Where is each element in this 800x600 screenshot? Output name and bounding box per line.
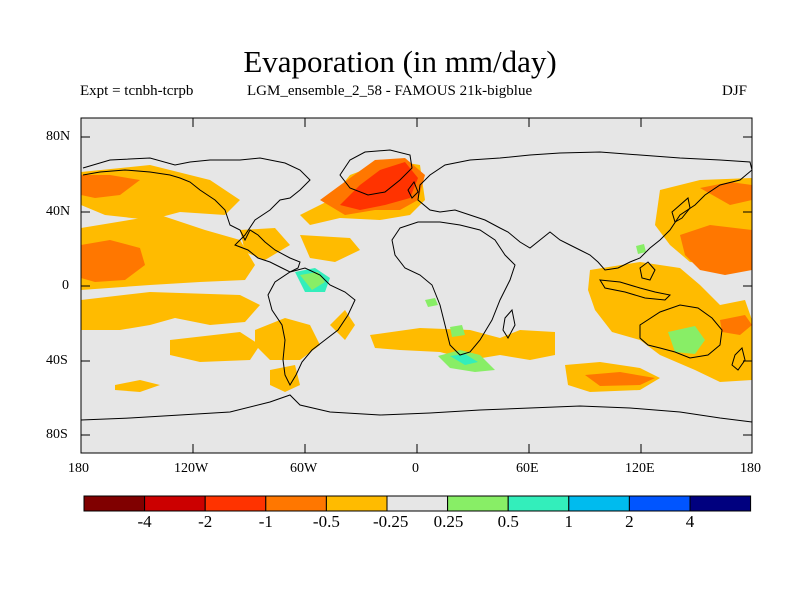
map-title: Evaporation (in mm/day): [243, 44, 557, 79]
lon-label-0: 0: [412, 461, 419, 476]
colorbar-label: -2: [198, 512, 213, 531]
coastlines: [80, 149, 753, 423]
colorbar-box: [568, 495, 630, 512]
lat-label-0: 0: [62, 278, 69, 293]
lon-ticks: [192, 118, 642, 453]
colorbar-box: [144, 495, 206, 512]
lat-label-80n: 80N: [46, 129, 71, 144]
colorbar-box: [507, 495, 570, 512]
lon-label-120w: 120W: [174, 461, 209, 476]
colorbar-box: [204, 495, 267, 512]
colorbar-label: 0.25: [433, 512, 464, 531]
colorbar-box: [447, 495, 509, 512]
lat-label-80s: 80S: [46, 427, 68, 442]
colorbar-label: 2: [625, 512, 634, 531]
colorbar-label: -0.25: [373, 512, 409, 531]
lon-label-180e: 180: [740, 461, 761, 476]
lon-label-120e: 120E: [625, 461, 655, 476]
colorbar-label: 4: [685, 512, 695, 531]
anomaly-regions-positive: [295, 244, 705, 372]
colorbar-box: [265, 495, 327, 512]
colorbar-box: [83, 495, 146, 512]
colorbar-label: -0.5: [312, 512, 340, 531]
colorbar-box: [689, 495, 752, 512]
colorbar-box: [628, 495, 691, 512]
colorbar-label: 0.5: [497, 512, 519, 531]
lat-ticks: [81, 136, 752, 436]
lon-label-60w: 60W: [290, 461, 318, 476]
colorbar-label: -4: [137, 512, 152, 531]
lon-label-180w: 180: [68, 461, 89, 476]
lon-label-60e: 60E: [516, 461, 539, 476]
lat-label-40n: 40N: [46, 204, 71, 219]
colorbar-label: 1: [564, 512, 574, 531]
colorbar-box: [386, 495, 449, 512]
subtitle-label: LGM_ensemble_2_58 - FAMOUS 21k-bigblue: [247, 83, 533, 99]
colorbar-label: -1: [258, 512, 273, 531]
experiment-label: Expt = tcnbh-tcrpb: [80, 83, 194, 99]
anomaly-regions-strong-negative: [340, 162, 418, 210]
lat-label-40s: 40S: [46, 353, 68, 368]
colorbar: [83, 495, 752, 512]
colorbar-box: [325, 495, 388, 512]
season-label: DJF: [722, 83, 748, 99]
